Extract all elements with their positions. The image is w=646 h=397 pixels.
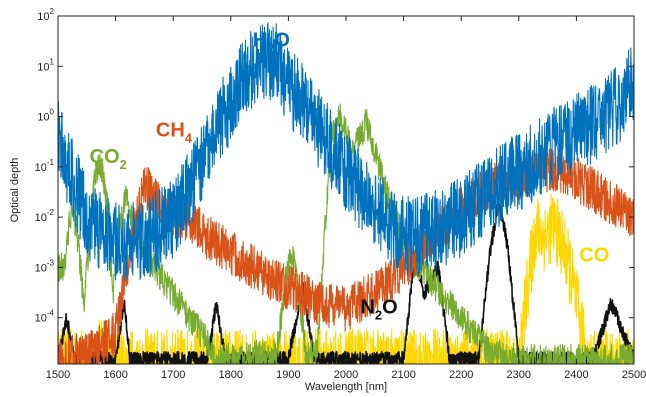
x-tick-label: 2300 (507, 369, 531, 381)
species-label: CH4 (156, 120, 193, 146)
species-label: N2O (360, 297, 397, 323)
x-tick-label: 1700 (161, 369, 185, 381)
species-label: CO2 (90, 146, 127, 172)
y-tick-label: 10-2 (35, 208, 55, 224)
series-h2o-line (58, 22, 634, 281)
x-tick-label: 2100 (391, 369, 415, 381)
x-tick-label: 2200 (449, 369, 473, 381)
species-label: CO (579, 245, 609, 267)
species-label: H2O (253, 29, 290, 55)
x-tick-label: 2000 (334, 369, 358, 381)
x-tick-label: 2400 (564, 369, 588, 381)
x-tick-label: 1900 (276, 369, 300, 381)
y-tick-label: 10-4 (35, 309, 55, 325)
series-co2-line (58, 103, 634, 364)
y-tick-label: 101 (37, 57, 54, 73)
species-labels: H2O CH4 CO2 N2O CO (90, 29, 610, 322)
plot-area (58, 22, 634, 364)
y-tick-label: 100 (37, 108, 54, 124)
x-tick-label: 2500 (622, 369, 646, 381)
series-co-line (58, 193, 634, 364)
y-tick-label: 102 (37, 7, 54, 23)
x-axis-ticks: 1500 1600 1700 1800 1900 2000 2100 2200 2300 2400… (46, 16, 646, 381)
y-tick-label: 10-1 (35, 158, 55, 174)
y-axis-ticks: 10-4 10-3 10-2 10-1 100 101 102 (35, 7, 634, 325)
x-tick-label: 1600 (103, 369, 127, 381)
y-tick-label: 10-3 (35, 258, 55, 274)
y-axis-label: Optical depth (9, 158, 21, 223)
x-tick-label: 1800 (219, 369, 243, 381)
x-axis-label: Wavelength [nm] (305, 381, 387, 393)
x-tick-label: 1500 (46, 369, 70, 381)
